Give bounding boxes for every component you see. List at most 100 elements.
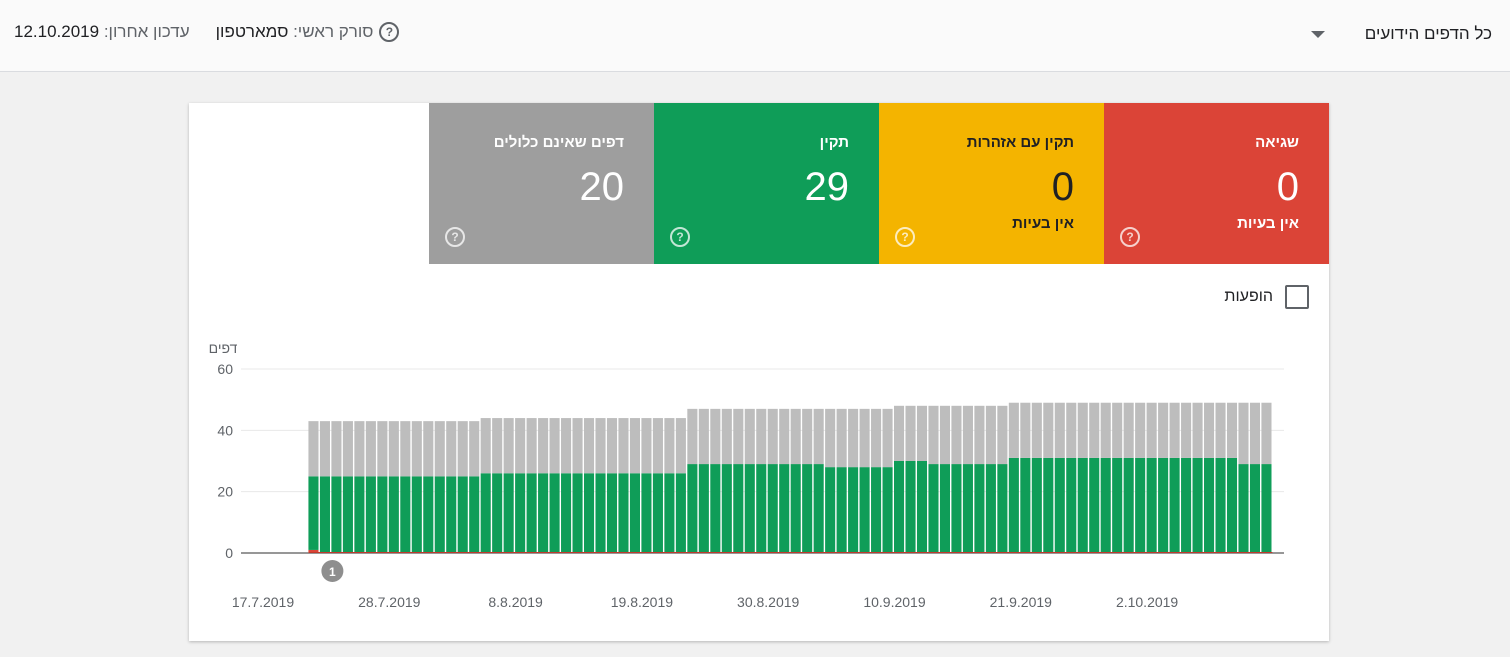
bar-segment-excluded [1066,402,1077,458]
bar-segment-valid [365,476,376,553]
bar-segment-excluded [457,421,468,477]
bar-segment-valid [733,464,744,553]
bar-segment-valid [342,476,353,553]
tile-error[interactable]: שגיאה 0 אין בעיות ? [1104,103,1329,264]
annotation-label: 1 [329,565,336,579]
bar-segment-valid [1261,464,1272,553]
bar-segment-valid [503,473,514,553]
x-tick-label: 8.8.2019 [488,594,543,610]
bar-segment-valid [687,464,698,553]
bar-segment-valid [515,473,526,553]
bar-segment-excluded [974,405,985,465]
bar-segment-valid [779,464,790,553]
bar-segment-valid [744,464,755,553]
help-icon[interactable]: ? [445,227,465,247]
pages-filter-dropdown[interactable]: כל הדפים הידועים [1310,20,1492,48]
tile-valid[interactable]: תקין 29 ? [654,103,879,264]
bar-segment-valid [629,473,640,553]
bar-segment-error [308,549,319,553]
x-tick-label: 28.7.2019 [358,594,420,610]
impressions-checkbox[interactable] [1285,285,1309,309]
bar-segment-excluded [1261,402,1272,465]
tile-subtitle: אין בעיות [1012,215,1074,232]
bar-segment-excluded [411,421,422,477]
bar-segment-excluded [721,408,732,465]
bar-segment-valid [606,473,618,553]
bar-segment-valid [871,467,882,553]
bar-segment-excluded [985,405,996,465]
bar-segment-excluded [939,405,951,465]
x-tick-label: 17.7.2019 [232,594,294,610]
bar-segment-excluded [319,421,330,477]
x-tick-label: 10.9.2019 [863,594,925,610]
help-icon[interactable]: ? [1120,227,1140,247]
impressions-toggle[interactable]: הופעות [1224,284,1309,310]
bar-segment-excluded [848,408,859,468]
bar-segment-valid [549,473,560,553]
bar-segment-excluded [744,408,755,465]
bar-segment-excluded [423,421,434,477]
chevron-down-icon[interactable] [1310,30,1325,38]
tile-count: 20 [579,165,625,209]
y-tick-label: 60 [217,361,233,377]
annotation-marker [321,560,344,582]
primary-crawler-label: סורק ראשי: [293,22,374,41]
bar-segment-excluded [882,408,893,468]
bar-segment-excluded [652,418,663,474]
bar-segment-valid [1123,457,1134,553]
bar-segment-valid [434,476,445,553]
bar-segment-excluded [606,418,618,474]
bar-segment-excluded [561,418,572,474]
bar-segment-excluded [1123,402,1134,458]
bar-segment-valid [1181,457,1192,553]
bar-segment-valid [423,476,434,553]
tile-count: 0 [1276,165,1299,209]
bar-segment-valid [1135,457,1146,553]
tile-excluded[interactable]: דפים שאינם כלולים 20 ? [429,103,654,264]
bar-segment-excluded [515,418,526,474]
bar-segment-valid [480,473,491,553]
bar-segment-excluded [1249,402,1261,465]
bar-segment-excluded [1020,402,1031,458]
x-tick-label: 2.10.2019 [1116,594,1178,610]
bar-segment-excluded [1077,402,1088,458]
bar-segment-excluded [664,418,675,474]
bar-segment-valid [825,467,836,553]
bar-segment-excluded [1226,402,1238,458]
bar-segment-excluded [1089,402,1100,458]
bar-segment-excluded [469,421,480,477]
bar-segment-valid [446,476,457,553]
bar-segment-excluded [1215,402,1226,458]
bar-segment-excluded [572,418,583,474]
bar-segment-excluded [1008,402,1019,458]
bar-segment-excluded [434,421,445,477]
bar-segment-excluded [480,418,491,474]
bar-segment-valid [538,473,549,553]
bar-segment-valid [1169,457,1180,553]
bar-segment-excluded [1031,402,1042,458]
bar-segment-valid [1066,457,1077,553]
bar-segment-valid [1089,457,1100,553]
bar-segment-excluded [583,418,595,474]
bar-segment-excluded [894,405,905,461]
bar-segment-excluded [675,418,686,474]
help-icon[interactable]: ? [895,227,915,247]
bar-segment-excluded [733,408,744,465]
help-icon[interactable]: ? [670,227,690,247]
bar-segment-valid [492,473,503,553]
bar-segment-valid [652,473,663,553]
bar-segment-excluded [1169,402,1180,458]
y-tick-label: 20 [217,484,233,500]
bar-segment-excluded [1181,402,1192,458]
y-tick-label: 40 [217,422,233,438]
bar-segment-valid [698,464,709,553]
bar-segment-valid [572,473,583,553]
bar-segment-excluded [916,405,928,461]
tile-warning[interactable]: תקין עם אזהרות 0 אין בעיות ? [879,103,1104,264]
bar-segment-valid [1054,457,1065,553]
help-icon[interactable]: ? [379,22,400,42]
bar-segment-valid [388,476,399,553]
coverage-card: שגיאה 0 אין בעיות ? תקין עם אזהרות 0 אין… [189,103,1329,641]
bar-segment-excluded [1238,402,1249,465]
bar-segment-excluded [641,418,652,474]
